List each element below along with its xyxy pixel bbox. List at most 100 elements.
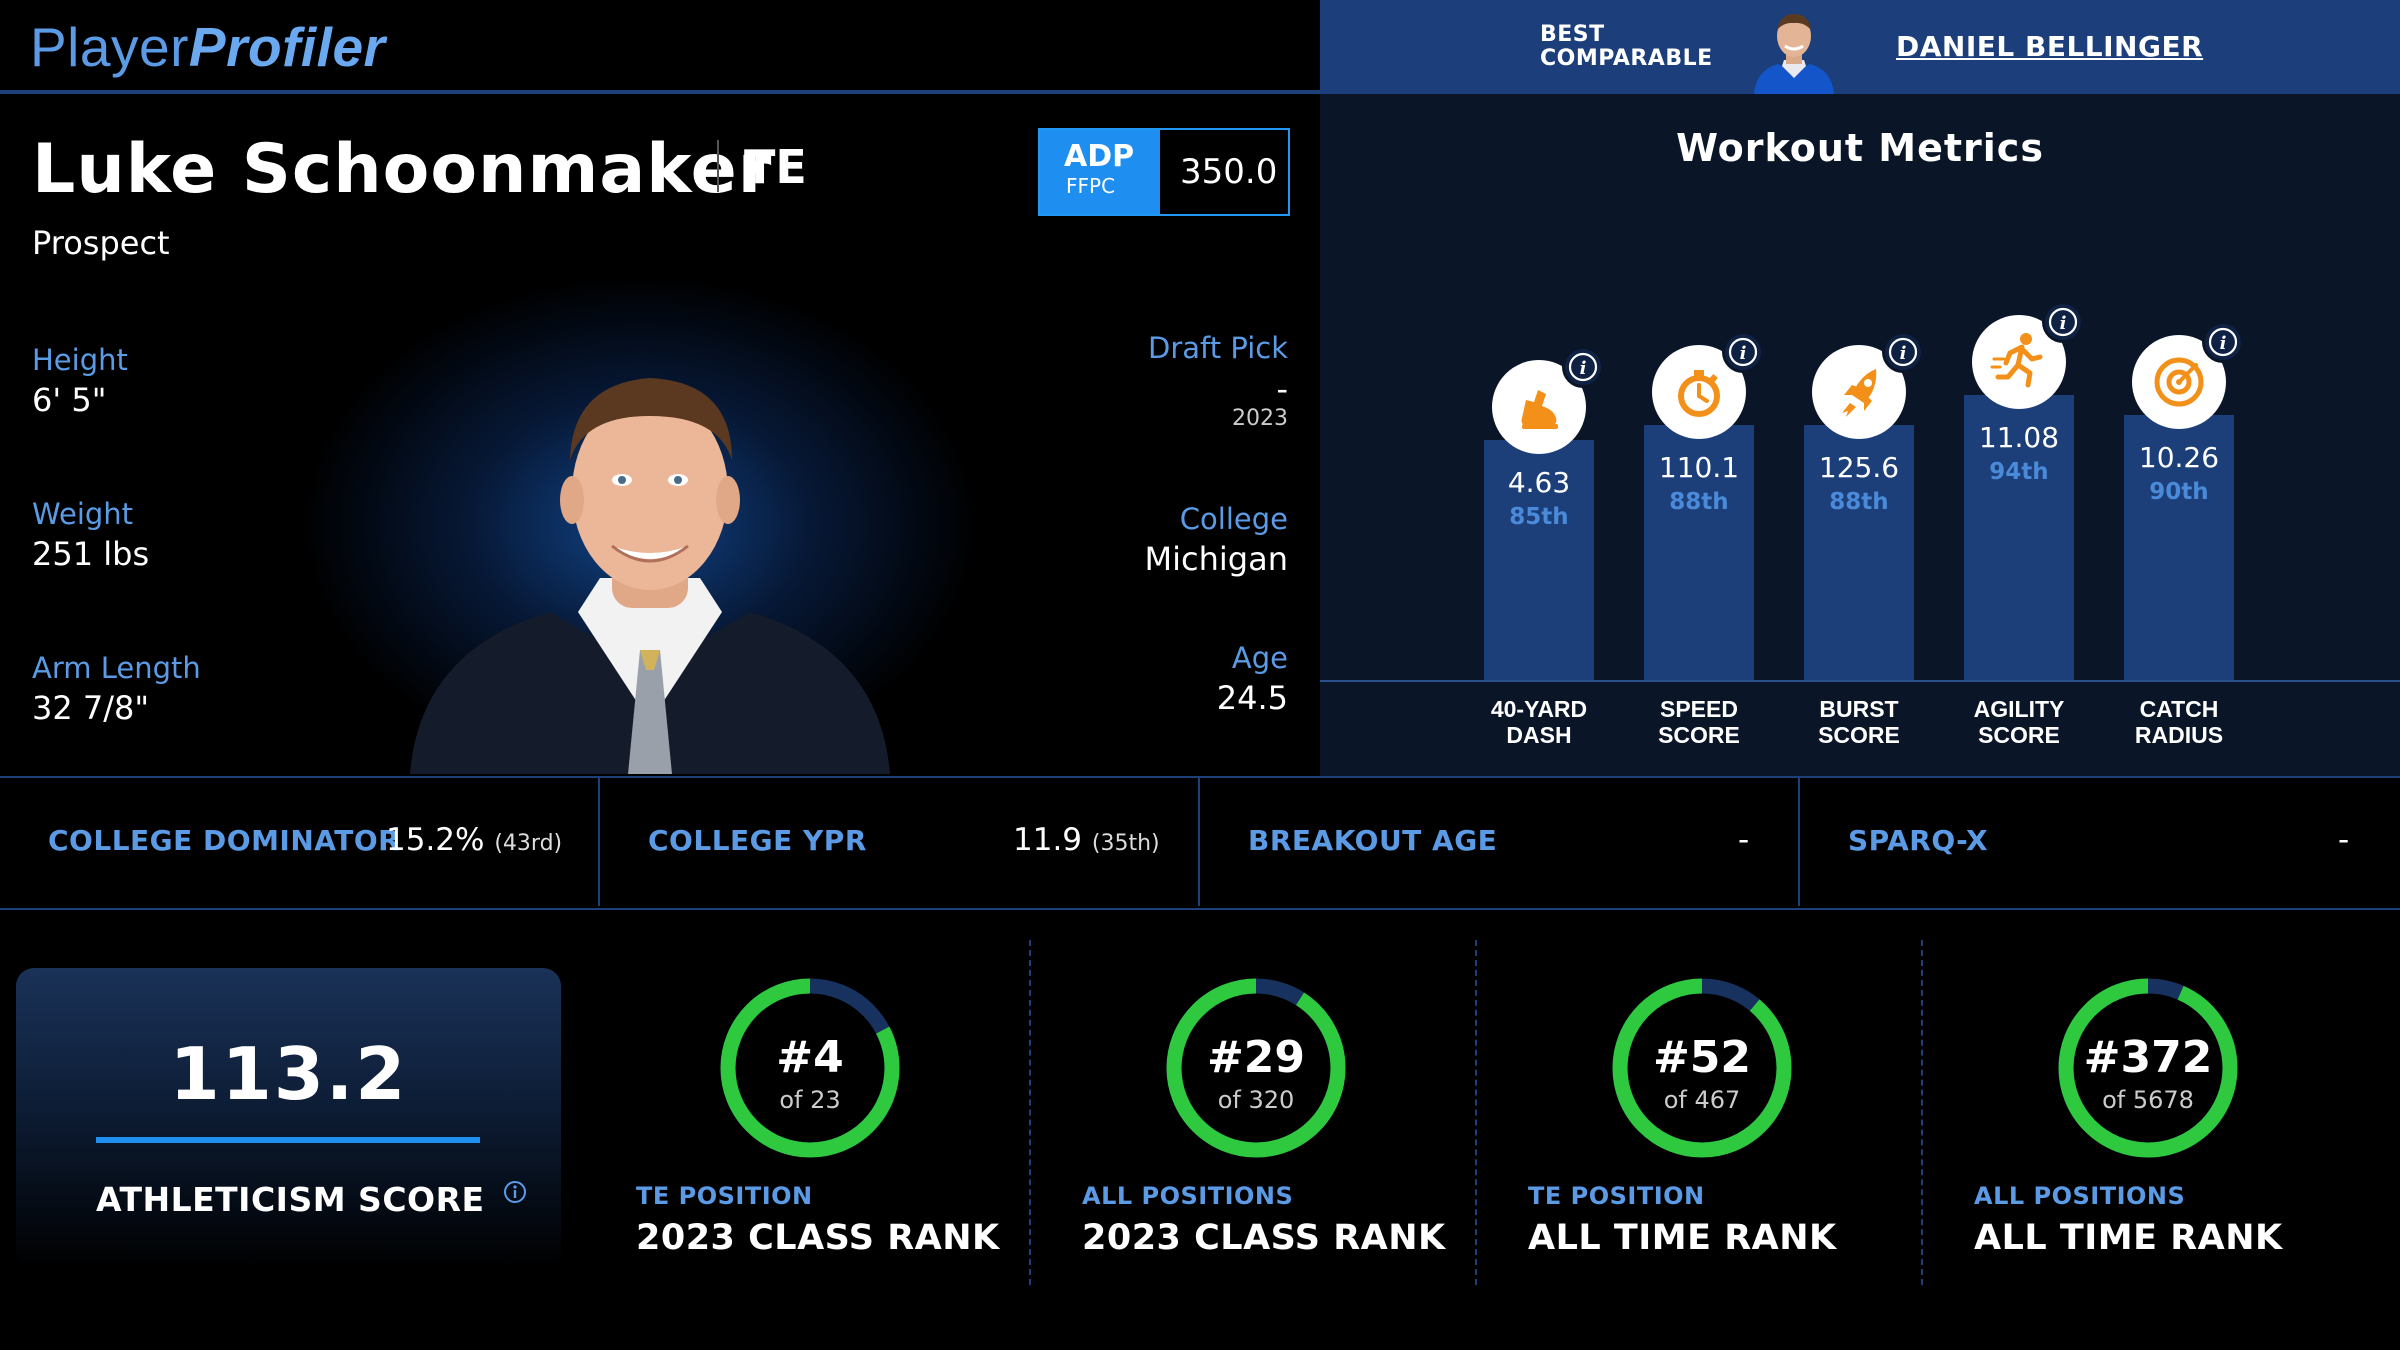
- svg-text:i: i: [1900, 343, 1907, 364]
- svg-text:i: i: [1580, 358, 1587, 379]
- workout-metric-label: AGILITY SCORE: [1939, 696, 2099, 748]
- svg-text:i: i: [2220, 333, 2227, 354]
- workout-metrics-title: Workout Metrics: [1676, 126, 2044, 170]
- rank-category: TE POSITION: [1528, 1182, 1705, 1210]
- workout-metric-label-line2: RADIUS: [2134, 722, 2224, 748]
- adp-source: FFPC: [1066, 174, 1116, 198]
- weight-label: Weight: [32, 497, 134, 531]
- comparable-player-avatar[interactable]: [1752, 8, 1836, 94]
- workout-metric-label-line1: CATCH: [2139, 696, 2219, 722]
- info-icon[interactable]: i: [1722, 331, 1764, 373]
- logo-part-player: Player: [30, 16, 189, 78]
- weight-value: 251 lbs: [32, 535, 150, 573]
- college-dominator-rank: (43rd): [494, 831, 563, 856]
- rank-ring-fill: [2058, 978, 2238, 1158]
- height-value: 6' 5": [32, 381, 107, 419]
- name-divider: [717, 140, 719, 192]
- college-ypr-number: 11.9: [1013, 822, 1083, 858]
- workout-baseline: [1320, 680, 2400, 682]
- svg-text:i: i: [1740, 343, 1747, 364]
- best-comparable-label-line2: COMPARABLE: [1540, 46, 1713, 71]
- playerprofiler-logo[interactable]: PlayerProfiler: [30, 12, 385, 82]
- sparq-x-value: -: [2338, 822, 2350, 858]
- rank-ring-fill: [720, 978, 900, 1158]
- athleticism-score-label-text: ATHLETICISM SCORE: [96, 1180, 485, 1219]
- college-label: College: [1179, 502, 1288, 536]
- workout-metric-value: 125.6: [1818, 451, 1900, 484]
- workout-metric-label-line1: 40-YARD: [1490, 696, 1588, 722]
- workout-metric-label: 40-YARD DASH: [1459, 696, 1619, 748]
- college-dominator-value: 15.2% (43rd): [386, 822, 562, 858]
- adp-value: 350.0: [1180, 152, 1278, 192]
- rank-category: TE POSITION: [636, 1182, 813, 1210]
- college-ypr-label: COLLEGE YPR: [648, 824, 867, 857]
- rank-title: ALL TIME RANK: [1974, 1218, 2283, 1258]
- player-photo: [410, 378, 890, 774]
- workout-metric-label-line2: DASH: [1506, 722, 1572, 748]
- best-comparable-label: BEST COMPARABLE: [1540, 23, 1713, 71]
- rank-divider: [1475, 940, 1477, 1285]
- info-icon[interactable]: i: [2202, 321, 2244, 363]
- info-icon[interactable]: i: [2042, 301, 2084, 343]
- workout-bar: [1484, 440, 1594, 680]
- sparq-x-label: SPARQ-X: [1848, 824, 1989, 857]
- workout-metric-label-line1: AGILITY: [1973, 696, 2065, 722]
- rank-number: #4: [776, 1032, 844, 1083]
- info-icon[interactable]: [503, 1180, 527, 1204]
- workout-metric-percentile: 94th: [1989, 459, 2049, 485]
- workout-metric-percentile: 88th: [1669, 489, 1729, 515]
- top-bar: [0, 0, 1320, 94]
- adp-label-box: ADP FFPC: [1040, 130, 1160, 214]
- workout-metric-label-line1: BURST: [1819, 696, 1899, 722]
- age-value: 24.5: [1216, 679, 1288, 717]
- workout-metric-label: CATCH RADIUS: [2099, 696, 2259, 748]
- workout-bar: [1644, 425, 1754, 680]
- workout-metric-label-line2: SCORE: [1658, 722, 1740, 748]
- rank-total: of 23: [779, 1086, 841, 1114]
- workout-metric-percentile: 88th: [1829, 489, 1889, 515]
- rank-title: ALL TIME RANK: [1528, 1218, 1837, 1258]
- workout-metric-value: 110.1: [1658, 451, 1740, 484]
- workout-metric-label-line2: SCORE: [1978, 722, 2060, 748]
- arm-length-value: 32 7/8": [32, 689, 150, 727]
- rank-divider: [1029, 940, 1031, 1285]
- rank-title: 2023 CLASS RANK: [1082, 1218, 1446, 1258]
- workout-metric-value: 4.63: [1507, 466, 1571, 499]
- college-ypr-rank: (35th): [1091, 831, 1160, 856]
- athleticism-score-label: ATHLETICISM SCORE: [96, 1180, 527, 1219]
- rank-number: #372: [2083, 1032, 2213, 1083]
- rank-number: #52: [1652, 1032, 1752, 1083]
- workout-bar: [2124, 415, 2234, 680]
- athleticism-score-card: [16, 968, 561, 1270]
- rank-ring: [1166, 978, 1346, 1158]
- rank-total: of 5678: [2102, 1086, 2194, 1114]
- metric-divider: [598, 776, 600, 906]
- rank-ring: [1612, 978, 1792, 1158]
- rank-total: of 320: [1217, 1086, 1295, 1114]
- arm-length-label: Arm Length: [32, 651, 201, 685]
- draft-pick-value: -: [1276, 370, 1288, 408]
- college-ypr-value: 11.9 (35th): [1013, 822, 1160, 858]
- rank-number: #29: [1206, 1032, 1306, 1083]
- rank-ring-fill: [1166, 978, 1346, 1158]
- workout-metric-percentile: 90th: [2149, 479, 2209, 505]
- college-dominator-number: 15.2%: [386, 822, 485, 858]
- rank-ring: [720, 978, 900, 1158]
- best-comparable-label-line1: BEST: [1540, 22, 1605, 47]
- workout-bar: [1964, 395, 2074, 680]
- info-icon[interactable]: i: [1882, 331, 1924, 373]
- draft-year: 2023: [1232, 406, 1288, 431]
- athleticism-score-value: 113.2: [169, 1032, 408, 1116]
- workout-bar: [1804, 425, 1914, 680]
- college-dominator-label: COLLEGE DOMINATOR: [48, 824, 401, 857]
- rank-category: ALL POSITIONS: [1082, 1182, 1294, 1210]
- college-metrics-strip: [0, 776, 2400, 910]
- age-label: Age: [1231, 641, 1288, 675]
- breakout-age-label: BREAKOUT AGE: [1248, 824, 1498, 857]
- rank-divider: [1921, 940, 1923, 1285]
- rank-category: ALL POSITIONS: [1974, 1182, 2186, 1210]
- college-value: Michigan: [1144, 540, 1288, 578]
- comparable-player-link[interactable]: DANIEL BELLINGER: [1896, 30, 2204, 63]
- info-icon[interactable]: i: [1562, 346, 1604, 388]
- adp-label: ADP: [1064, 139, 1135, 174]
